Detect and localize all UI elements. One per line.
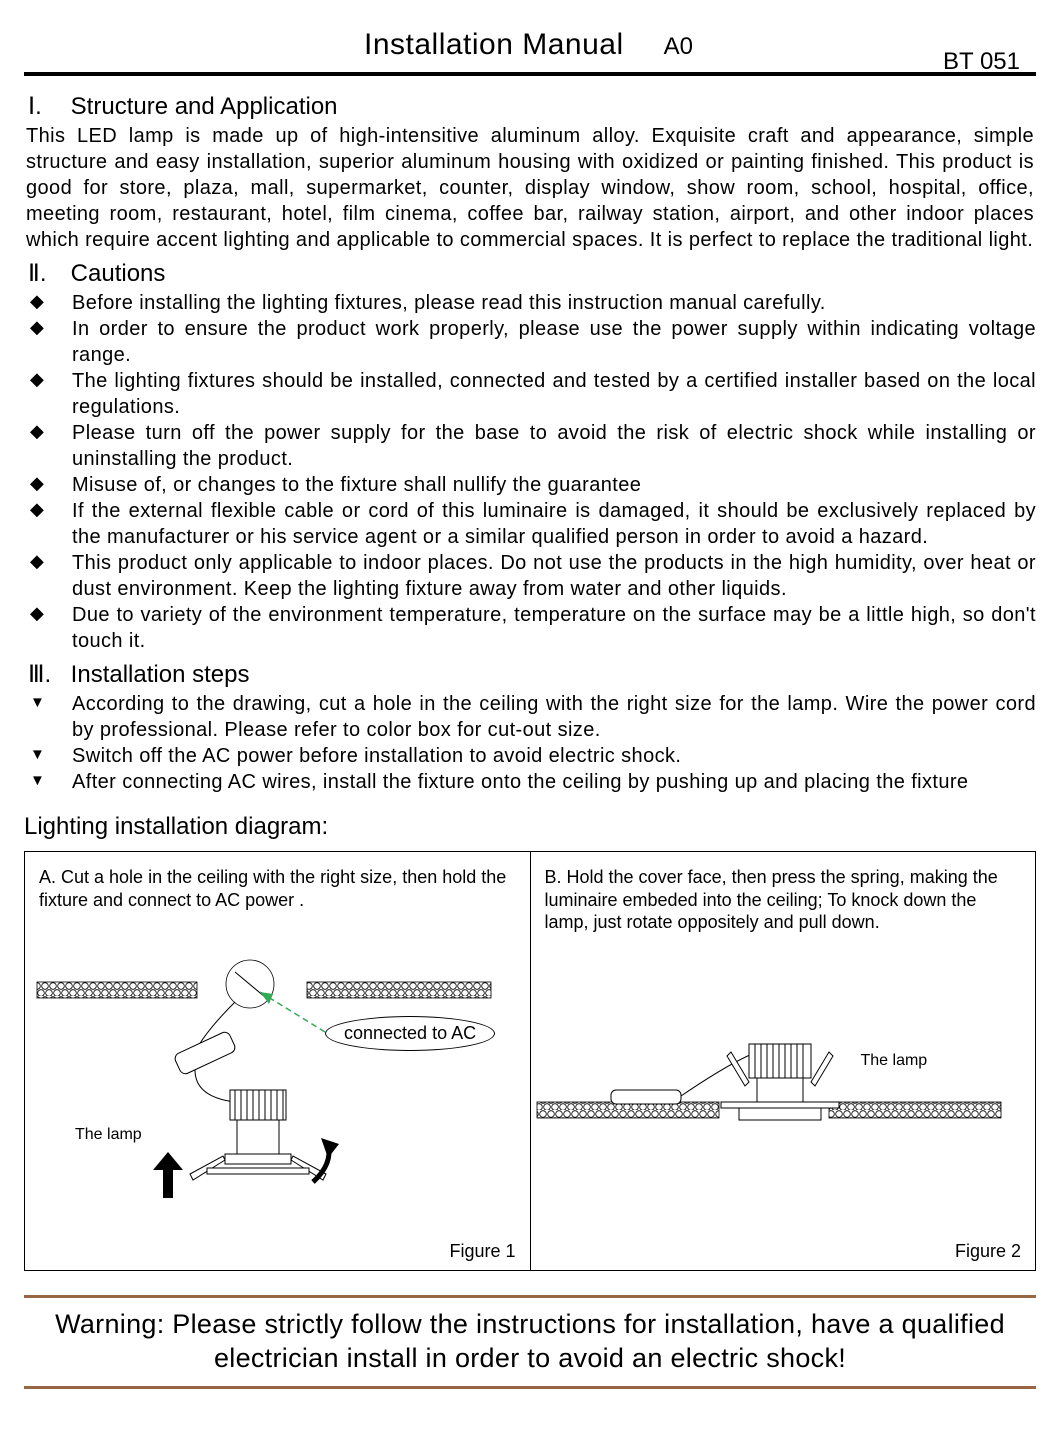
section-3-numeral: Ⅲ. — [28, 660, 64, 689]
section-2-title: Cautions — [71, 260, 166, 287]
header-rule — [24, 72, 1036, 76]
diagram-panel-b: B. Hold the cover face, then press the s… — [530, 852, 1036, 1270]
diagram-title: Lighting installation diagram: — [24, 813, 1036, 841]
ac-label-bubble: connected to AC — [325, 1016, 495, 1051]
header-title: Installation Manual — [364, 28, 624, 62]
cautions-list: Before installing the lighting fixtures,… — [24, 290, 1036, 654]
list-item: According to the drawing, cut a hole in … — [28, 691, 1036, 743]
list-item: If the external flexible cable or cord o… — [28, 498, 1036, 550]
steps-list: According to the drawing, cut a hole in … — [24, 691, 1036, 795]
list-item: Please turn off the power supply for the… — [28, 420, 1036, 472]
list-item: Switch off the AC power before installat… — [28, 743, 1036, 769]
section-1-title: Structure and Application — [71, 93, 338, 120]
warning-rule-bottom — [24, 1386, 1036, 1389]
list-item: This product only applicable to indoor p… — [28, 550, 1036, 602]
section-3-heading: Ⅲ. Installation steps — [24, 660, 1036, 689]
figure-1-label: Figure 1 — [449, 1241, 515, 1262]
diagram-container: A. Cut a hole in the ceiling with the ri… — [24, 851, 1036, 1271]
section-3-title: Installation steps — [71, 661, 250, 688]
diagram-panel-a: A. Cut a hole in the ceiling with the ri… — [25, 852, 530, 1270]
list-item: Due to variety of the environment temper… — [28, 602, 1036, 654]
figure-1-svg — [25, 912, 503, 1232]
warning-block: Warning: Please strictly follow the inst… — [24, 1295, 1036, 1389]
list-item: Before installing the lighting fixtures,… — [28, 290, 1036, 316]
section-2-heading: Ⅱ. Cautions — [24, 259, 1036, 288]
document-header: Installation Manual A0 BT 051 — [24, 28, 1036, 72]
figure-2-svg — [531, 942, 1009, 1242]
list-item: In order to ensure the product work prop… — [28, 316, 1036, 368]
warning-text: Warning: Please strictly follow the inst… — [24, 1298, 1036, 1386]
header-product-code: BT 051 — [943, 48, 1020, 76]
list-item: The lighting fixtures should be installe… — [28, 368, 1036, 420]
section-1-heading: Ⅰ. Structure and Application — [24, 92, 1036, 121]
section-2-numeral: Ⅱ. — [28, 259, 64, 288]
figure-2-label: Figure 2 — [955, 1241, 1021, 1262]
section-1-numeral: Ⅰ. — [28, 92, 64, 121]
panel-b-lamp-label: The lamp — [861, 1052, 928, 1070]
panel-a-lamp-label: The lamp — [75, 1126, 142, 1144]
list-item: Misuse of, or changes to the fixture sha… — [28, 472, 1036, 498]
panel-b-caption: B. Hold the cover face, then press the s… — [545, 866, 1022, 934]
header-revision: A0 — [664, 33, 693, 61]
ac-label-text: connected to AC — [344, 1023, 476, 1043]
panel-a-caption: A. Cut a hole in the ceiling with the ri… — [39, 866, 516, 911]
section-1-body: This LED lamp is made up of high-intensi… — [24, 123, 1036, 253]
list-item: After connecting AC wires, install the f… — [28, 769, 1036, 795]
